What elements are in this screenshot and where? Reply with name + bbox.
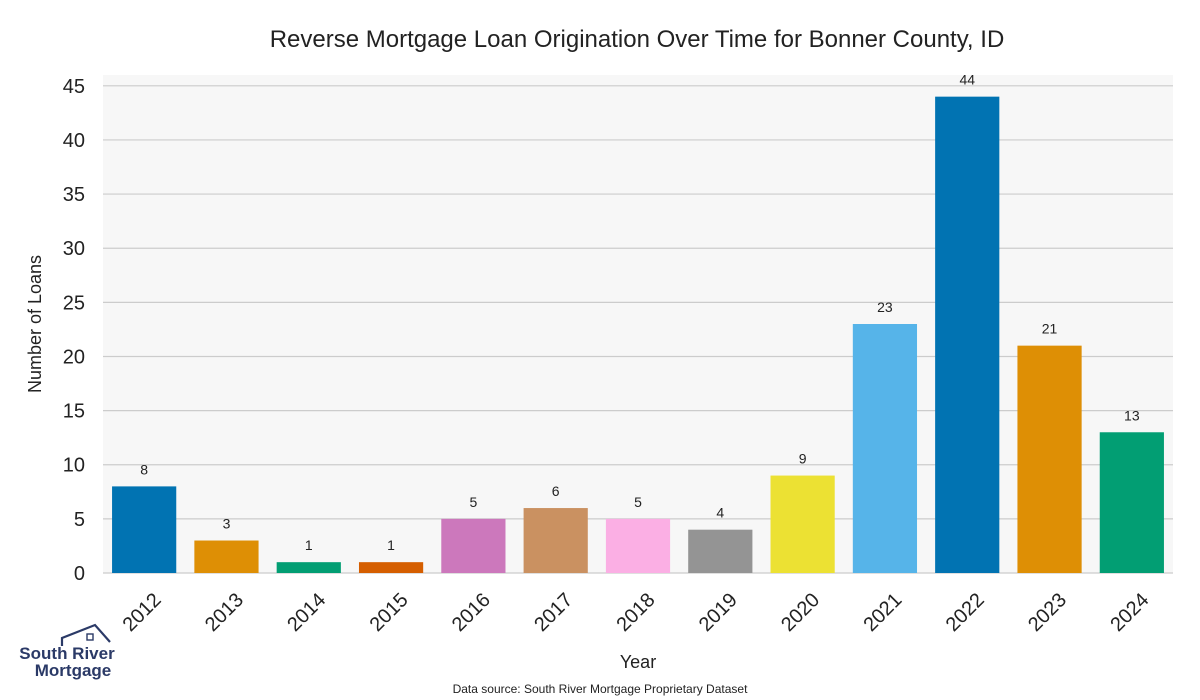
- y-tick-label: 25: [63, 292, 85, 314]
- x-axis-ticks: 2012 2013 2014 2015 2016 2017 2018 2019 2020 2021…: [119, 589, 1154, 636]
- x-tick-label-2021: 2021: [859, 589, 906, 636]
- y-tick-label: 15: [63, 401, 85, 423]
- bar-2021: [852, 324, 918, 573]
- bar-value-label-2022: 44: [959, 72, 975, 88]
- x-tick-label-2015: 2015: [366, 589, 413, 636]
- logo-line2: Mortgage: [35, 661, 112, 680]
- bar-value-label-2018: 5: [634, 494, 642, 510]
- x-tick-label-2023: 2023: [1024, 589, 1071, 636]
- bar-2014: [276, 562, 341, 573]
- x-tick-label-2012: 2012: [119, 589, 166, 636]
- y-tick-label: 0: [74, 563, 85, 585]
- bar-value-label-2023: 21: [1042, 321, 1058, 337]
- bars: [112, 96, 1164, 574]
- bar-2015: [358, 562, 424, 573]
- bar-value-label-2016: 5: [469, 494, 477, 510]
- y-tick-label: 5: [74, 509, 85, 531]
- data-source-note: Data source: South River Mortgage Propri…: [453, 682, 748, 696]
- bar-2016: [441, 518, 506, 573]
- bar-2020: [770, 475, 835, 573]
- x-tick-label-2019: 2019: [695, 589, 742, 636]
- y-tick-label: 40: [63, 130, 85, 152]
- x-axis-label: Year: [620, 652, 656, 672]
- x-tick-label-2017: 2017: [530, 589, 577, 636]
- bar-2024: [1099, 432, 1164, 573]
- bar-value-label-2012: 8: [140, 461, 148, 477]
- y-tick-label: 35: [63, 184, 85, 206]
- y-tick-label: 20: [63, 346, 85, 368]
- bar-value-label-2024: 13: [1124, 407, 1140, 423]
- x-tick-label-2020: 2020: [777, 589, 824, 636]
- x-tick-label-2024: 2024: [1106, 589, 1153, 636]
- y-tick-label: 30: [63, 238, 85, 260]
- logo-line1: South River: [19, 644, 115, 663]
- bar-value-label-2014: 1: [305, 537, 313, 553]
- x-tick-label-2022: 2022: [942, 589, 989, 636]
- bar-value-label-2017: 6: [552, 483, 560, 499]
- bar-2013: [194, 540, 259, 573]
- bar-value-labels: 8 3 1 1 5 6 5 4 9 23 44 21 13: [140, 72, 1140, 554]
- y-axis-label: Number of Loans: [25, 255, 45, 393]
- x-tick-label-2016: 2016: [448, 589, 495, 636]
- house-window-icon: [86, 633, 94, 641]
- bar-2023: [1017, 345, 1082, 573]
- bar-2018: [605, 518, 671, 573]
- x-tick-label-2018: 2018: [613, 589, 660, 636]
- y-tick-label: 10: [63, 455, 85, 477]
- x-tick-label-2013: 2013: [201, 589, 248, 636]
- x-tick-label-2014: 2014: [283, 589, 330, 636]
- bar-value-label-2019: 4: [716, 505, 724, 521]
- bar-2019: [688, 529, 753, 573]
- bar-2022: [935, 96, 1000, 574]
- bar-value-label-2013: 3: [223, 516, 231, 532]
- y-tick-label: 45: [63, 76, 85, 98]
- house-roof-icon: [60, 623, 111, 646]
- chart-title: Reverse Mortgage Loan Origination Over T…: [270, 26, 1005, 53]
- bar-value-label-2021: 23: [877, 299, 893, 315]
- y-axis-ticks: 0 5 10 15 20 25 30 35 40 45: [63, 76, 85, 585]
- bar-value-label-2015: 1: [387, 537, 395, 553]
- bar-2017: [523, 508, 588, 573]
- bar-value-label-2020: 9: [799, 451, 807, 467]
- bar-2012: [112, 486, 177, 573]
- south-river-mortgage-logo: South River Mortgage: [19, 623, 115, 680]
